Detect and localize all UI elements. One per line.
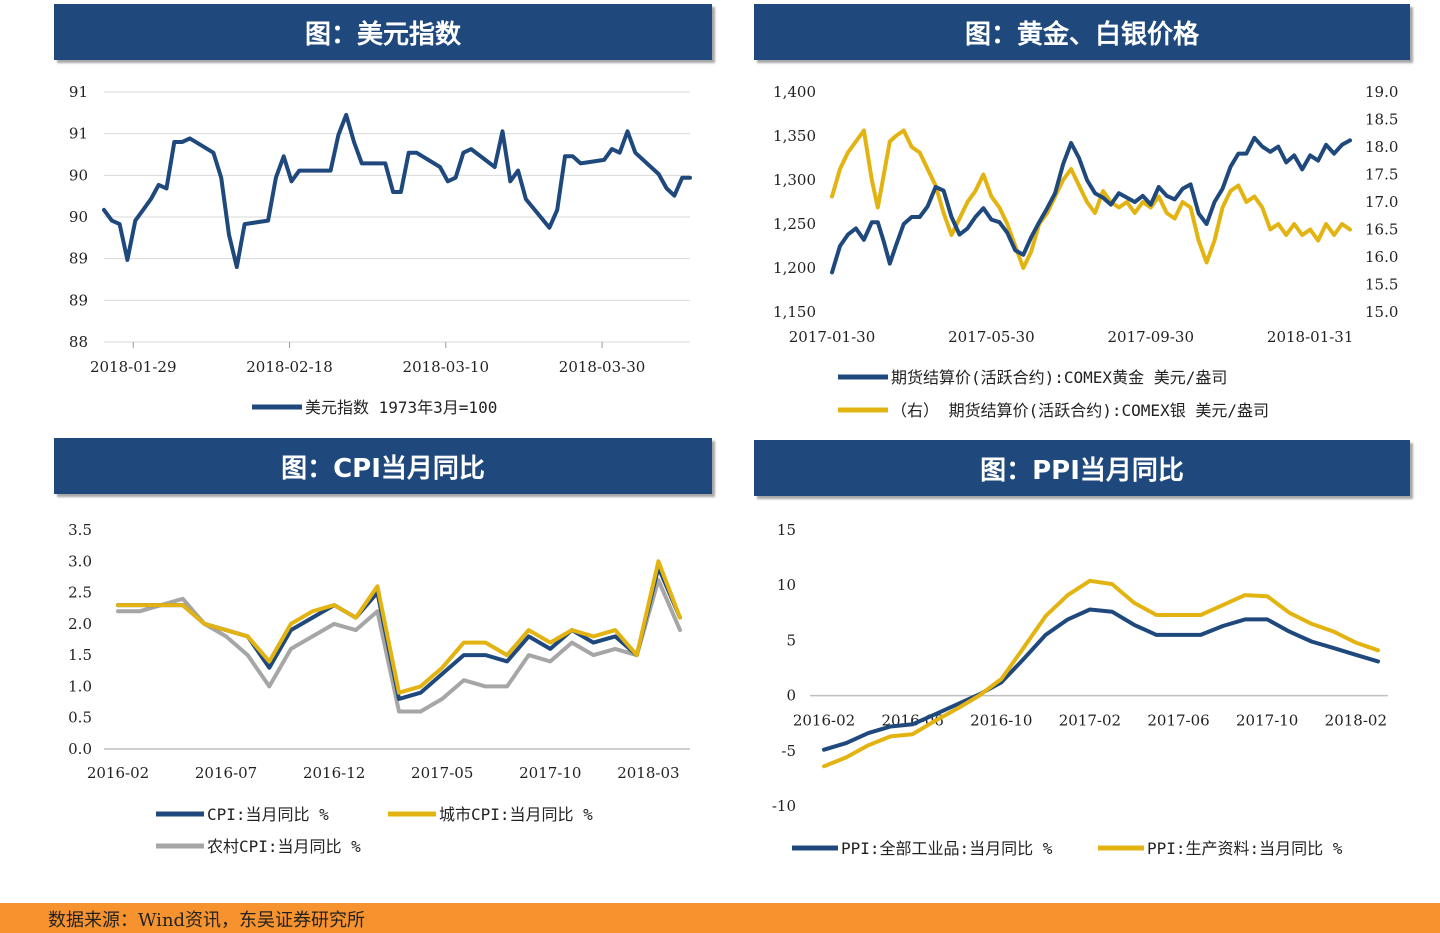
gold-y-left-tick: 1,150	[773, 303, 816, 321]
usd-x-tick: 2018-02-18	[246, 358, 332, 376]
gold-y-left-tick: 1,200	[773, 259, 816, 277]
silver-y-right-tick: 18.0	[1365, 138, 1398, 156]
cpi-chart: 3.5 3.0 2.5 2.0 1.5 1.0 0.5 0.0 2016-02 2016-07 20…	[68, 521, 690, 856]
cpi-x-tick: 2016-12	[303, 764, 365, 782]
usd-y-tick: 90	[69, 208, 88, 226]
ppi-x-tick: 2017-06	[1147, 712, 1209, 730]
cpi-y-tick: 0.5	[68, 709, 92, 727]
ppi-x-tick: 2016-02	[793, 712, 855, 730]
cpi-y-tick: 1.0	[68, 677, 92, 695]
silver-legend-label: （右） 期货结算价(活跃合约):COMEX银 美元/盎司	[891, 401, 1269, 420]
gold-x-tick: 2018-01-31	[1267, 328, 1353, 346]
silver-y-right-tick: 15.0	[1365, 303, 1398, 321]
gold-legend-label: 期货结算价(活跃合约):COMEX黄金 美元/盎司	[891, 368, 1227, 387]
gold-y-left-tick: 1,250	[773, 215, 816, 233]
chart-title-ppi: 图：PPI当月同比	[754, 440, 1410, 496]
usd-y-tick: 91	[69, 83, 88, 101]
usd-y-tick: 91	[69, 125, 88, 143]
ppi-y-tick: 15	[777, 521, 796, 539]
usd-y-tick: 88	[69, 333, 88, 351]
cpi-x-tick: 2016-02	[87, 764, 149, 782]
ppi-y-tick: -10	[772, 797, 796, 815]
rural-cpi-line	[116, 578, 682, 714]
cpi-y-tick: 2.5	[68, 584, 92, 602]
ppi-x-tick: 2017-10	[1236, 712, 1298, 730]
chart-title-gold-silver: 图：黄金、白银价格	[754, 4, 1410, 60]
gold-y-left-tick: 1,400	[773, 83, 816, 101]
ppi-x-tick: 2016-10	[970, 712, 1032, 730]
usd-x-tick: 2018-01-29	[90, 358, 176, 376]
cpi-y-tick: 1.5	[68, 646, 92, 664]
gold-price-line	[830, 135, 1352, 275]
cpi-line	[116, 565, 682, 701]
gold-y-left-tick: 1,300	[773, 171, 816, 189]
cpi-y-tick: 0.0	[68, 740, 92, 758]
cpi-x-tick: 2016-07	[195, 764, 257, 782]
gold-x-tick: 2017-05-30	[948, 328, 1034, 346]
ppi-all-legend-label: PPI:全部工业品:当月同比 %	[841, 839, 1053, 858]
cpi-y-tick: 2.0	[68, 615, 92, 633]
silver-y-right-tick: 17.5	[1365, 166, 1398, 184]
ppi-x-tick: 2018-02	[1325, 712, 1387, 730]
usd-y-tick: 89	[69, 250, 88, 268]
chart-title-usd: 图：美元指数	[54, 4, 712, 60]
cpi-x-tick: 2018-03	[617, 764, 679, 782]
ppi-y-tick: 10	[777, 576, 796, 594]
usd-y-tick: 90	[69, 166, 88, 184]
urban-cpi-line	[116, 559, 682, 695]
silver-y-right-tick: 19.0	[1365, 83, 1398, 101]
source-note: 数据来源：Wind资讯，东吴证券研究所	[48, 910, 366, 931]
urban-cpi-legend-label: 城市CPI:当月同比 %	[439, 805, 593, 824]
ppi-y-tick: 0	[786, 687, 796, 705]
gold-x-tick: 2017-01-30	[789, 328, 875, 346]
cpi-legend-label: CPI:当月同比 %	[207, 805, 329, 824]
chart-title-cpi: 图：CPI当月同比	[54, 438, 712, 494]
gold-x-tick: 2017-09-30	[1108, 328, 1194, 346]
ppi-x-tick: 2017-02	[1059, 712, 1121, 730]
silver-y-right-tick: 15.5	[1365, 276, 1398, 294]
footer-bar: 数据来源：Wind资讯，东吴证券研究所	[0, 903, 1440, 933]
silver-y-right-tick: 16.0	[1365, 248, 1398, 266]
silver-y-right-tick: 17.0	[1365, 193, 1398, 211]
silver-y-right-tick: 18.5	[1365, 111, 1398, 129]
silver-price-line	[830, 128, 1352, 270]
usd-x-tick: 2018-03-30	[559, 358, 645, 376]
ppi-producer-line	[822, 578, 1380, 769]
cpi-y-tick: 3.0	[68, 552, 92, 570]
usd-index-line	[102, 112, 692, 269]
gold-y-left-tick: 1,350	[773, 127, 816, 145]
gold-silver-chart: 1,400 1,350 1,300 1,250 1,200 1,150 19.0 18.5 18…	[773, 83, 1398, 420]
ppi-all-line	[822, 607, 1380, 752]
usd-y-tick: 89	[69, 291, 88, 309]
usd-legend-label: 美元指数 1973年3月=100	[305, 398, 497, 417]
usd-x-tick: 2018-03-10	[403, 358, 489, 376]
rural-cpi-legend-label: 农村CPI:当月同比 %	[207, 837, 361, 856]
ppi-producer-legend-label: PPI:生产资料:当月同比 %	[1147, 839, 1343, 858]
ppi-y-tick: 5	[786, 631, 796, 649]
ppi-y-tick: -5	[781, 742, 796, 760]
cpi-x-tick: 2017-05	[411, 764, 473, 782]
cpi-y-tick: 3.5	[68, 521, 92, 539]
silver-y-right-tick: 16.5	[1365, 221, 1398, 239]
cpi-x-tick: 2017-10	[519, 764, 581, 782]
